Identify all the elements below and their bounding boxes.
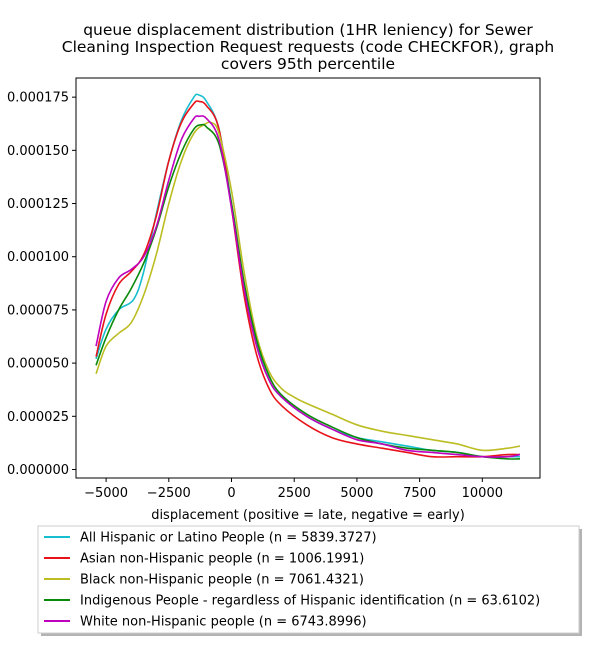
y-tick-label: 0.000125 xyxy=(7,197,69,212)
chart-title: queue displacement distribution (1HR len… xyxy=(62,21,554,73)
legend-entry: White non-Hispanic people (n = 6743.8996… xyxy=(44,615,367,630)
y-tick-label: 0.000075 xyxy=(7,303,69,318)
y-tick-label: 0.000150 xyxy=(7,144,69,159)
series-line-1 xyxy=(95,93,520,458)
x-tick-label: −5000 xyxy=(84,486,128,501)
series-line-3 xyxy=(95,121,521,452)
series-line-5 xyxy=(95,115,521,458)
y-tick-label: 0.000025 xyxy=(7,410,69,425)
legend-label: Black non-Hispanic people (n = 7061.4321… xyxy=(80,573,364,588)
y-tick-label: 0.000100 xyxy=(7,250,69,265)
y-tick-label: 0.000175 xyxy=(7,91,69,106)
x-tick-label: 2500 xyxy=(278,486,311,501)
legend: All Hispanic or Latino People (n = 5839.… xyxy=(37,525,582,636)
legend-label: All Hispanic or Latino People (n = 5839.… xyxy=(80,531,377,546)
title-line-1: queue displacement distribution (1HR len… xyxy=(83,21,533,39)
series-line-2 xyxy=(95,100,520,458)
plot-area: −5000 −2500 0 2500 5000 7500 10000 0.0000000.0… xyxy=(7,77,541,501)
axes-frame xyxy=(75,77,541,479)
x-tick-label: 0 xyxy=(227,486,235,501)
legend-label: Asian non-Hispanic people (n = 1006.1991… xyxy=(80,552,364,567)
y-tick-label: 0.000050 xyxy=(7,357,69,372)
title-line-3: covers 95th percentile xyxy=(221,55,395,73)
x-axis-label: displacement (positive = late, negative … xyxy=(151,508,465,523)
x-axis-ticks: −5000 −2500 0 2500 5000 7500 10000 xyxy=(84,478,503,501)
legend-frame xyxy=(37,525,580,634)
legend-entry: Black non-Hispanic people (n = 7061.4321… xyxy=(44,573,364,588)
series-line-4 xyxy=(95,123,520,460)
legend-label: Indigenous People - regardless of Hispan… xyxy=(80,594,540,609)
legend-items: All Hispanic or Latino People (n = 5839.… xyxy=(44,531,540,630)
y-axis-ticks: 0.000000 0.000025 0.000050 0.000075 0.000100… xyxy=(7,91,76,478)
x-tick-label: −2500 xyxy=(147,486,191,501)
x-tick-label: 10000 xyxy=(462,486,503,501)
x-tick-label: 5000 xyxy=(340,486,373,501)
legend-entry: Asian non-Hispanic people (n = 1006.1991… xyxy=(44,552,364,567)
y-tick-label: 0.000000 xyxy=(7,463,69,478)
legend-entry: All Hispanic or Latino People (n = 5839.… xyxy=(44,531,377,546)
series-lines xyxy=(95,93,521,460)
legend-entry: Indigenous People - regardless of Hispan… xyxy=(44,594,540,609)
title-line-2: Cleaning Inspection Request requests (co… xyxy=(62,38,554,56)
x-tick-label: 7500 xyxy=(403,486,436,501)
legend-label: White non-Hispanic people (n = 6743.8996… xyxy=(80,615,367,630)
